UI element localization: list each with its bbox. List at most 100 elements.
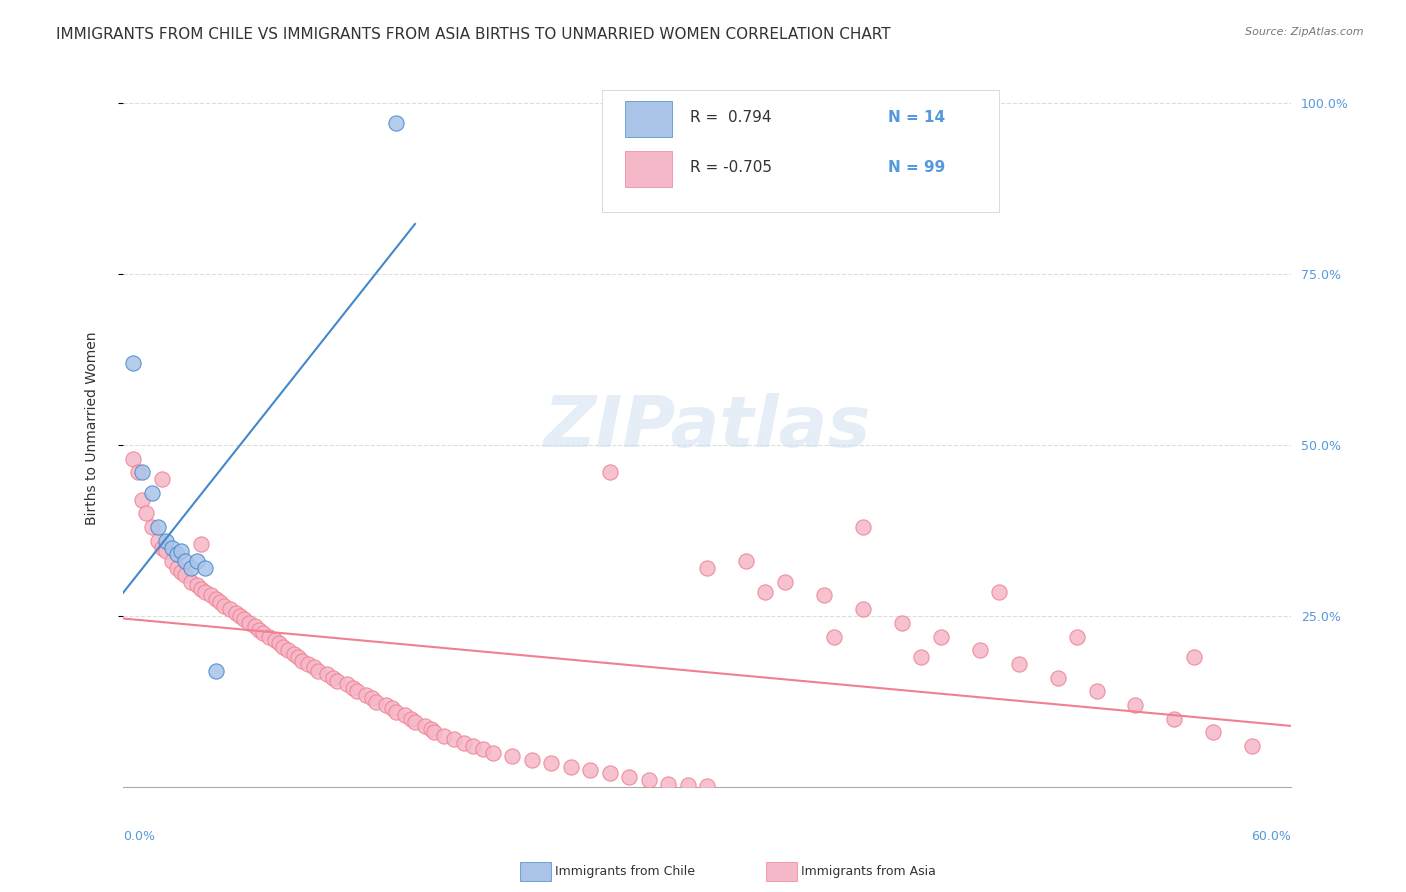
Text: 60.0%: 60.0% (1251, 830, 1291, 843)
Point (696, 561, 718, 575)
Point (735, 554, 758, 568)
Point (404, 715, 426, 730)
Point (205, 664, 228, 678)
Point (579, 763, 602, 777)
Point (194, 585, 217, 599)
Point (1085, 684, 1108, 698)
Point (336, 677, 359, 691)
Point (277, 643, 299, 657)
Point (247, 623, 270, 637)
Point (637, 773, 659, 788)
Point (463, 739, 485, 753)
Point (346, 684, 368, 698)
Point (141, 486, 163, 500)
Point (131, 492, 153, 507)
Point (190, 537, 212, 551)
Point (267, 636, 290, 650)
Text: R =  0.794: R = 0.794 (689, 110, 770, 125)
Point (852, 520, 875, 534)
Text: Source: ZipAtlas.com: Source: ZipAtlas.com (1246, 27, 1364, 37)
Point (754, 585, 776, 599)
Point (540, 756, 562, 771)
Point (482, 746, 505, 760)
Point (150, 472, 173, 486)
Point (413, 718, 436, 732)
Point (186, 554, 208, 568)
Point (131, 465, 153, 479)
Point (225, 606, 247, 620)
Point (271, 640, 294, 654)
FancyBboxPatch shape (626, 101, 672, 136)
Text: IMMIGRANTS FROM CHILE VS IMMIGRANTS FROM ASIA BIRTHS TO UNMARRIED WOMEN CORRELAT: IMMIGRANTS FROM CHILE VS IMMIGRANTS FROM… (56, 27, 891, 42)
Point (316, 667, 339, 681)
Point (283, 647, 305, 661)
Point (302, 660, 325, 674)
Point (209, 595, 232, 609)
Point (617, 770, 640, 784)
Point (297, 657, 319, 671)
Point (307, 664, 329, 678)
Y-axis label: Births to Unmarried Women: Births to Unmarried Women (86, 331, 100, 524)
Point (1007, 657, 1029, 671)
Point (1241, 739, 1264, 753)
Text: Immigrants from Asia: Immigrants from Asia (801, 865, 936, 878)
Point (852, 602, 875, 616)
Point (361, 691, 384, 706)
Point (696, 780, 718, 794)
Point (174, 554, 197, 568)
Point (423, 725, 446, 739)
Point (374, 698, 396, 712)
Text: N = 99: N = 99 (889, 161, 945, 175)
Point (443, 732, 465, 747)
Point (150, 541, 173, 555)
Point (252, 626, 274, 640)
Point (287, 650, 309, 665)
Point (186, 578, 208, 592)
Point (1182, 650, 1205, 665)
Point (599, 465, 621, 479)
Point (929, 630, 952, 644)
Point (121, 356, 143, 370)
Point (384, 116, 406, 130)
Text: R = -0.705: R = -0.705 (689, 161, 772, 175)
Point (657, 777, 679, 791)
Point (170, 544, 193, 558)
Point (381, 701, 404, 715)
Text: N = 14: N = 14 (889, 110, 945, 125)
Point (433, 729, 456, 743)
Point (291, 653, 314, 667)
Point (146, 533, 169, 548)
Point (560, 759, 582, 773)
Point (141, 520, 163, 534)
Point (322, 671, 344, 685)
Point (910, 650, 932, 665)
Point (890, 615, 912, 630)
Point (180, 574, 202, 589)
Point (238, 615, 260, 630)
Point (676, 778, 699, 792)
Point (232, 612, 254, 626)
Point (263, 632, 285, 647)
Point (166, 561, 188, 575)
Point (969, 643, 991, 657)
Point (599, 766, 621, 780)
Point (472, 742, 495, 756)
Point (160, 554, 183, 568)
Point (384, 705, 406, 719)
Point (501, 749, 523, 764)
Point (356, 688, 378, 702)
Point (342, 681, 364, 695)
Point (121, 451, 143, 466)
Point (257, 630, 280, 644)
Point (135, 507, 157, 521)
Point (453, 736, 475, 750)
FancyBboxPatch shape (626, 151, 672, 187)
Point (1202, 725, 1225, 739)
Point (166, 548, 188, 562)
Point (190, 582, 212, 596)
Point (419, 722, 441, 736)
Point (1066, 630, 1088, 644)
Point (200, 589, 222, 603)
Text: 0.0%: 0.0% (122, 830, 155, 843)
Point (219, 602, 242, 616)
